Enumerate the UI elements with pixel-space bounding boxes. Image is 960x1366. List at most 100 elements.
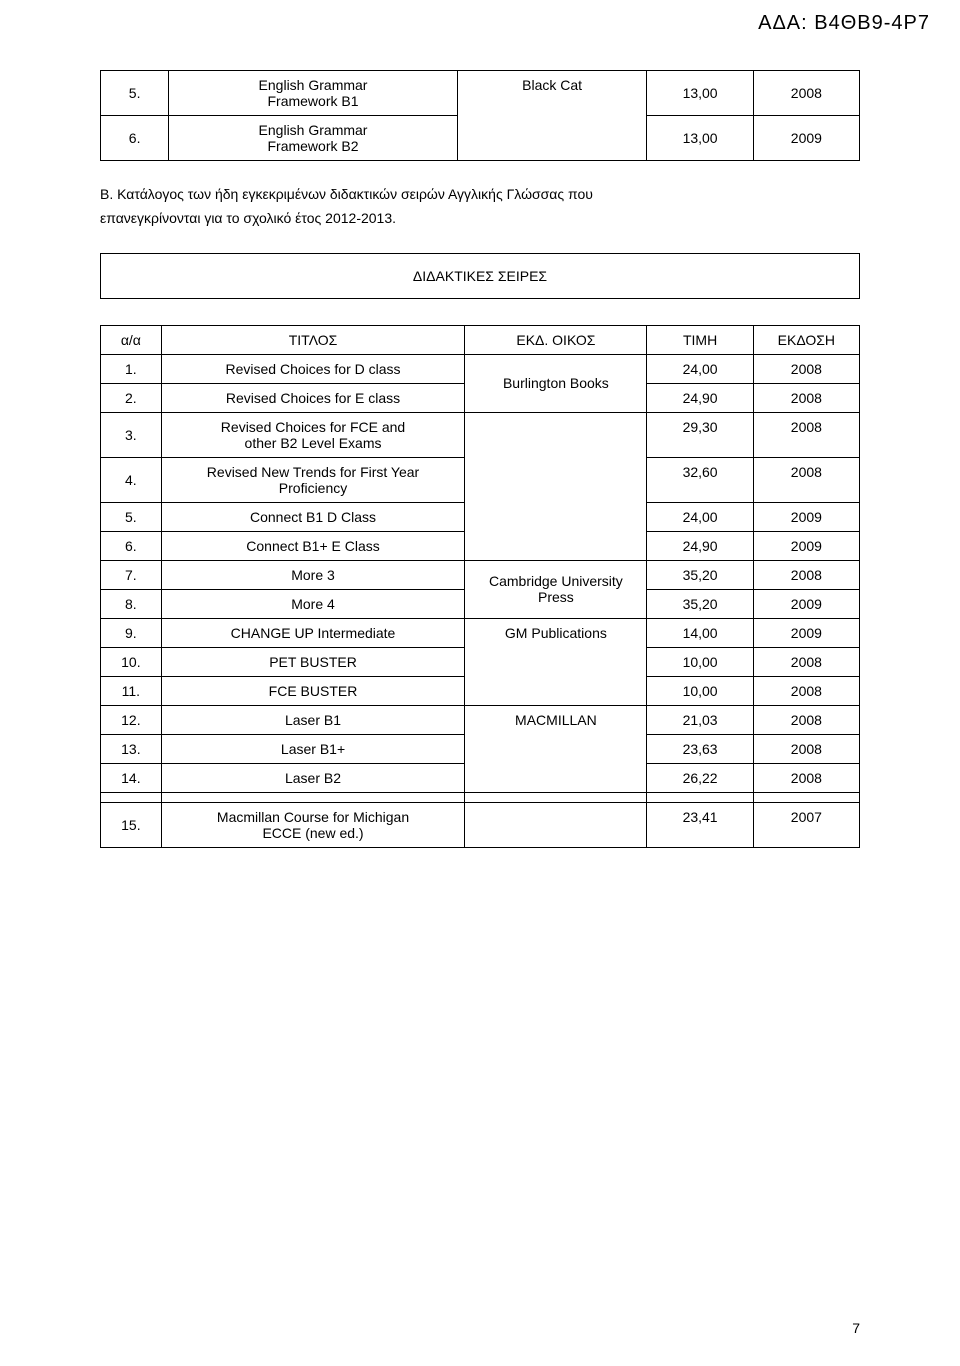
cell-num: 13. [101, 734, 162, 763]
cell-title: Macmillan Course for Michigan ECCE (new … [161, 802, 465, 847]
title-line: English Grammar [259, 77, 368, 93]
table-row: 3. Revised Choices for FCE and other B2 … [101, 412, 860, 457]
cell-title: English Grammar Framework B1 [169, 71, 457, 116]
cell-num: 14. [101, 763, 162, 792]
doc-code: ΑΔΑ: Β4ΘΒ9-4Ρ7 [758, 12, 930, 35]
cell-price: 24,00 [647, 354, 753, 383]
cell-num: 6. [101, 531, 162, 560]
cell-price: 21,03 [647, 705, 753, 734]
table-row: 15. Macmillan Course for Michigan ECCE (… [101, 802, 860, 847]
cell-price: 10,00 [647, 647, 753, 676]
cell-year: 2007 [753, 802, 859, 847]
cell-year: 2009 [753, 589, 859, 618]
cell-num: 7. [101, 560, 162, 589]
col-header: ΤΙΜΗ [647, 325, 753, 354]
cell-year: 2008 [753, 457, 859, 502]
cell-price: 23,41 [647, 802, 753, 847]
cell-year: 2009 [753, 618, 859, 647]
cell-publisher: GM Publications [465, 618, 647, 705]
cell-num: 9. [101, 618, 162, 647]
cell-price: 23,63 [647, 734, 753, 763]
table-row: 9. CHANGE UP Intermediate GM Publication… [101, 618, 860, 647]
cell-year: 2008 [753, 676, 859, 705]
cell-year: 2008 [753, 647, 859, 676]
cell-title: Revised Choices for E class [161, 383, 465, 412]
cell-price: 24,00 [647, 502, 753, 531]
cell-num: 2. [101, 383, 162, 412]
cell-price: 13,00 [647, 71, 753, 116]
spacer-cell [161, 792, 465, 802]
cell-price: 29,30 [647, 412, 753, 457]
cell-title: More 3 [161, 560, 465, 589]
para-line: B. Κατάλογος των ήδη εγκεκριμένων διδακτ… [100, 183, 860, 207]
cell-price: 26,22 [647, 763, 753, 792]
table-top: 5. English Grammar Framework B1 Black Ca… [100, 70, 860, 161]
cell-price: 24,90 [647, 531, 753, 560]
cell-title: FCE BUSTER [161, 676, 465, 705]
title-line: Framework B2 [267, 138, 358, 154]
cell-num: 10. [101, 647, 162, 676]
title-line: Macmillan Course for Michigan [217, 809, 409, 825]
cell-title: More 4 [161, 589, 465, 618]
cell-num: 11. [101, 676, 162, 705]
cell-title: Revised New Trends for First Year Profic… [161, 457, 465, 502]
series-heading: ΔΙΔΑΚΤΙΚΕΣ ΣΕΙΡΕΣ [101, 268, 859, 284]
col-header: ΕΚΔΟΣΗ [753, 325, 859, 354]
cell-num: 4. [101, 457, 162, 502]
cell-price: 32,60 [647, 457, 753, 502]
page-number: 7 [852, 1320, 860, 1336]
cell-title: English Grammar Framework B2 [169, 116, 457, 161]
series-heading-box: ΔΙΔΑΚΤΙΚΕΣ ΣΕΙΡΕΣ [100, 253, 860, 299]
table-row: 5. English Grammar Framework B1 Black Ca… [101, 71, 860, 116]
spacer-cell [465, 792, 647, 802]
cell-title: PET BUSTER [161, 647, 465, 676]
spacer-cell [101, 792, 162, 802]
cell-num: 1. [101, 354, 162, 383]
cell-year: 2008 [753, 734, 859, 763]
table-row: 7. More 3 Cambridge University Press 35,… [101, 560, 860, 589]
col-header: α/α [101, 325, 162, 354]
cell-publisher [465, 802, 647, 847]
cell-title: Revised Choices for FCE and other B2 Lev… [161, 412, 465, 457]
title-line: other B2 Level Exams [245, 435, 382, 451]
page-body: 5. English Grammar Framework B1 Black Ca… [0, 0, 960, 848]
cell-title: Connect B1 D Class [161, 502, 465, 531]
cell-num: 12. [101, 705, 162, 734]
pub-line: Press [538, 589, 574, 605]
title-line: Framework B1 [267, 93, 358, 109]
spacer-cell [753, 792, 859, 802]
cell-num: 6. [101, 116, 169, 161]
cell-title: Laser B1+ [161, 734, 465, 763]
cell-price: 10,00 [647, 676, 753, 705]
table-row: 1. Revised Choices for D class Burlingto… [101, 354, 860, 383]
cell-num: 8. [101, 589, 162, 618]
cell-year: 2008 [753, 354, 859, 383]
cell-num: 5. [101, 71, 169, 116]
cell-num: 3. [101, 412, 162, 457]
cell-year: 2008 [753, 763, 859, 792]
table-row: 12. Laser B1 MACMILLAN 21,03 2008 [101, 705, 860, 734]
col-header: ΤΙΤΛΟΣ [161, 325, 465, 354]
cell-price: 35,20 [647, 560, 753, 589]
para-line: επανεγκρίνονται για το σχολικό έτος 2012… [100, 207, 860, 231]
cell-price: 24,90 [647, 383, 753, 412]
title-line: Revised New Trends for First Year [207, 464, 419, 480]
table-main: α/α ΤΙΤΛΟΣ ΕΚΔ. ΟΙΚΟΣ ΤΙΜΗ ΕΚΔΟΣΗ 1. Rev… [100, 325, 860, 848]
cell-year: 2008 [753, 560, 859, 589]
cell-title: CHANGE UP Intermediate [161, 618, 465, 647]
cell-publisher: Cambridge University Press [465, 560, 647, 618]
cell-year: 2009 [753, 531, 859, 560]
col-header: ΕΚΔ. ΟΙΚΟΣ [465, 325, 647, 354]
cell-year: 2008 [753, 383, 859, 412]
cell-publisher: Black Cat [457, 71, 647, 161]
cell-year: 2008 [753, 71, 859, 116]
cell-year: 2008 [753, 705, 859, 734]
title-line: Revised Choices for FCE and [221, 419, 405, 435]
cell-price: 13,00 [647, 116, 753, 161]
cell-title: Connect B1+ E Class [161, 531, 465, 560]
cell-num: 15. [101, 802, 162, 847]
table-header-row: α/α ΤΙΤΛΟΣ ΕΚΔ. ΟΙΚΟΣ ΤΙΜΗ ΕΚΔΟΣΗ [101, 325, 860, 354]
spacer-cell [647, 792, 753, 802]
pub-line: Cambridge University [489, 573, 623, 589]
title-line: ECCE (new ed.) [262, 825, 363, 841]
